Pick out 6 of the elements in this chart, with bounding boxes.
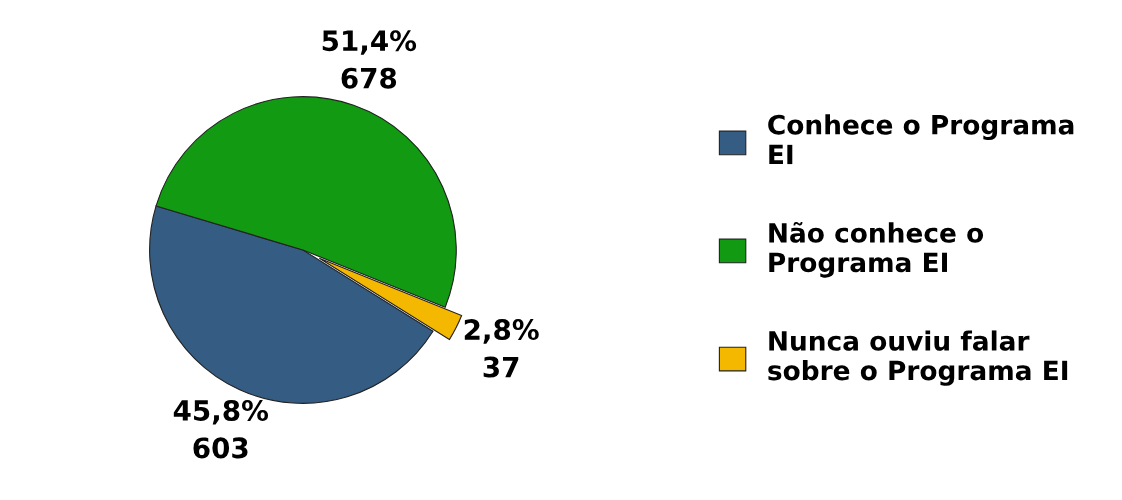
data-label: 45,8% 603 <box>173 399 269 459</box>
legend-label: Conhece o Programa EI <box>768 114 1074 165</box>
data-label: 2,8% 37 <box>464 319 539 378</box>
legend-label: Não conhece o Programa EI <box>769 221 984 278</box>
legend-label: Nunca ouviu falar sobre o Programa EI <box>768 330 1068 386</box>
data-label: 51,4% 678 <box>322 30 417 89</box>
